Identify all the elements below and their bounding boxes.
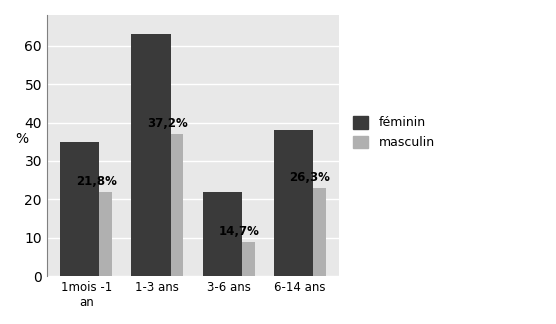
Bar (287, 188, 326, 276)
Text: 14,7%: 14,7% (218, 225, 259, 238)
Text: 37,2%: 37,2% (147, 117, 188, 130)
Text: 26,3%: 26,3% (290, 171, 330, 184)
Y-axis label: %: % (15, 132, 28, 145)
Bar (60, 142, 100, 276)
Bar (274, 130, 313, 276)
Bar (144, 134, 183, 276)
Bar (216, 242, 255, 276)
Bar (73, 192, 112, 276)
Bar (131, 34, 171, 276)
Bar (202, 192, 242, 276)
Legend: féminin, masculin: féminin, masculin (349, 111, 440, 154)
Text: 21,8%: 21,8% (76, 175, 117, 188)
